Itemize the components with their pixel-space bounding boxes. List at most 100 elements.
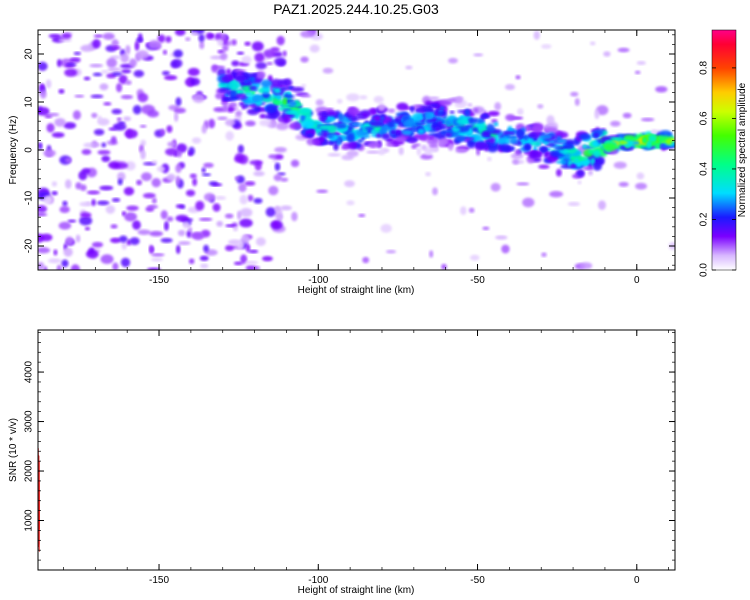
spectrogram-noise-blob (380, 223, 392, 233)
spectrogram-noise-blob (225, 244, 234, 252)
spectrogram-noise-blob (83, 76, 91, 81)
spectrogram-noise-blob (191, 31, 199, 36)
snr-panel: -150 -100 -50 0 1000 2000 3000 4000 Height of … (8, 329, 676, 596)
spectrogram-noise-blob (515, 75, 521, 80)
spectrogram-noise-blob (63, 122, 77, 129)
spectrogram-noise-blob (125, 80, 132, 85)
spectrogram-ridge-blob (577, 180, 582, 185)
spectrogram-noise-blob (38, 247, 51, 254)
spectrogram-noise-blob (273, 174, 283, 182)
spectrogram-noise-blob (47, 258, 62, 264)
spectrogram-noise-blob (274, 162, 281, 171)
spectrogram-ridge-blob (486, 123, 495, 133)
spectrogram-noise-blob (75, 182, 82, 190)
spectrogram-noise-blob (111, 45, 121, 50)
spectrogram-noise-blob (198, 217, 213, 221)
spectrogram-noise-blob (63, 247, 73, 257)
spectrogram-noise-blob (67, 219, 77, 223)
spectrogram-noise-blob (142, 192, 156, 199)
spectrogram-noise-blob (188, 258, 195, 265)
spectrogram-ridge-blob (235, 96, 250, 101)
spectrogram-ridge-blob (387, 121, 396, 128)
spectrogram-noise-blob (447, 57, 458, 64)
spectrogram-ridge-blob (559, 149, 570, 154)
spectrogram-noise-blob (175, 214, 189, 222)
spectrogram-ridge-blob (544, 127, 558, 133)
spectrogram-noise-blob (116, 117, 122, 122)
spectrogram-noise-blob (192, 93, 205, 103)
spectrogram-noise-blob (274, 154, 284, 160)
spectrogram-ridge-blob (429, 146, 439, 153)
spectrogram-noise-blob (185, 37, 191, 42)
spectrogram-ridge-blob (235, 74, 247, 83)
spectrogram-noise-blob (38, 61, 48, 71)
spectrogram-ridge-blob (283, 94, 295, 99)
spectrogram-noise-blob (192, 177, 198, 187)
spectrogram-noise-blob (187, 67, 200, 77)
spectrogram-noise-blob (245, 243, 251, 253)
spectrogram-ridge-blob (218, 88, 228, 93)
spectrogram-noise-blob (567, 201, 581, 207)
spectrogram-noise-blob (118, 74, 128, 85)
spectrogram-noise-blob (245, 120, 256, 127)
spectrogram-ridge-blob (659, 143, 670, 149)
spectrogram-ridge-blob (487, 156, 492, 162)
colorbar-tick-label: 0.0 (699, 263, 710, 277)
spectrogram-noise-blob (597, 200, 606, 210)
colorbar-tick-label: 0.4 (699, 162, 710, 176)
spectrogram-ridge-blob (398, 147, 404, 156)
spectrogram-ridge-blob (455, 96, 463, 104)
spectrogram-noise-blob (62, 200, 68, 207)
spectrogram-ridge-blob (438, 138, 449, 146)
spectrogram-y-tick-label: 10 (24, 96, 35, 108)
spectrogram-noise-blob (217, 49, 225, 54)
spectrogram-noise-blob (177, 229, 186, 237)
spectrogram-noise-blob (39, 90, 47, 99)
spectrogram-noise-blob (225, 224, 236, 228)
spectrogram-noise-blob (65, 236, 74, 246)
spectrogram-ridge-blob (276, 94, 282, 100)
spectrogram-noise-blob (161, 70, 170, 76)
spectrogram-ridge-blob (335, 123, 347, 129)
spectrogram-ridge-blob (592, 162, 602, 171)
spectrogram-ridge-blob (555, 160, 568, 164)
spectrogram-noise-blob (613, 161, 627, 169)
spectrogram-noise-blob (111, 197, 121, 203)
spectrogram-ridge-blob (578, 133, 591, 141)
spectrogram-noise-blob (274, 57, 287, 67)
spectrogram-ridge-blob (556, 139, 568, 144)
spectrogram-noise-blob (541, 252, 547, 258)
spectrogram-ridge-blob (288, 101, 297, 107)
spectrogram-ridge-blob (429, 103, 440, 108)
snr-y-label: SNR (10 * v/v) (8, 418, 19, 482)
spectrogram-noise-blob (212, 203, 221, 212)
spectrogram-noise-blob (97, 115, 102, 123)
spectrogram-noise-blob (219, 52, 228, 61)
spectrogram-y-tick-label: -20 (24, 238, 35, 253)
spectrogram-noise-blob (175, 97, 182, 107)
spectrogram-noise-blob (253, 197, 263, 204)
spectrogram-noise-blob (268, 154, 278, 159)
spectrogram-noise-blob (199, 255, 209, 261)
spectrogram-noise-blob (358, 213, 366, 218)
spectrogram-ridge-blob (368, 108, 377, 115)
spectrogram-noise-blob (140, 139, 147, 147)
spectrogram-noise-blob (65, 63, 77, 67)
spectrogram-noise-blob (133, 70, 145, 78)
spectrogram-ridge-blob (603, 142, 617, 152)
spectrogram-ridge-blob (648, 134, 657, 143)
spectrogram-noise-blob (38, 212, 48, 217)
spectrogram-noise-blob (93, 128, 105, 136)
spectrogram-ridge-blob (555, 168, 562, 177)
spectrogram-noise-blob (125, 45, 131, 55)
spectrogram-ridge-blob (529, 133, 538, 138)
spectrogram-noise-blob (255, 237, 266, 246)
spectrogram-noise-blob (636, 61, 646, 65)
colorbar-ticks: 0.0 0.2 0.4 0.6 0.8 (699, 61, 736, 277)
spectrogram-noise-blob (225, 131, 234, 141)
spectrogram-noise-blob (61, 32, 72, 39)
spectrogram-noise-blob (240, 254, 248, 264)
spectrogram-noise-blob (91, 241, 104, 248)
spectrogram-ridge-blob (573, 157, 580, 163)
spectrogram-noise-blob (156, 166, 166, 173)
